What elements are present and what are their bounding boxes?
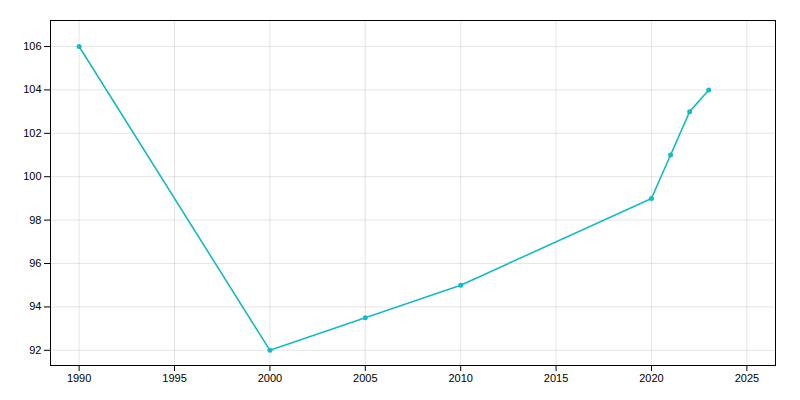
svg-text:2005: 2005: [353, 372, 377, 384]
svg-text:98: 98: [29, 214, 41, 226]
svg-text:2010: 2010: [448, 372, 472, 384]
svg-text:102: 102: [23, 127, 41, 139]
svg-text:94: 94: [29, 300, 41, 312]
svg-text:92: 92: [29, 344, 41, 356]
svg-text:100: 100: [23, 170, 41, 182]
svg-text:2000: 2000: [258, 372, 282, 384]
svg-text:104: 104: [23, 83, 41, 95]
svg-text:1995: 1995: [162, 372, 186, 384]
svg-text:106: 106: [23, 40, 41, 52]
svg-text:96: 96: [29, 257, 41, 269]
svg-text:2020: 2020: [639, 372, 663, 384]
svg-text:2025: 2025: [735, 372, 759, 384]
svg-text:1990: 1990: [67, 372, 91, 384]
svg-text:2015: 2015: [544, 372, 568, 384]
